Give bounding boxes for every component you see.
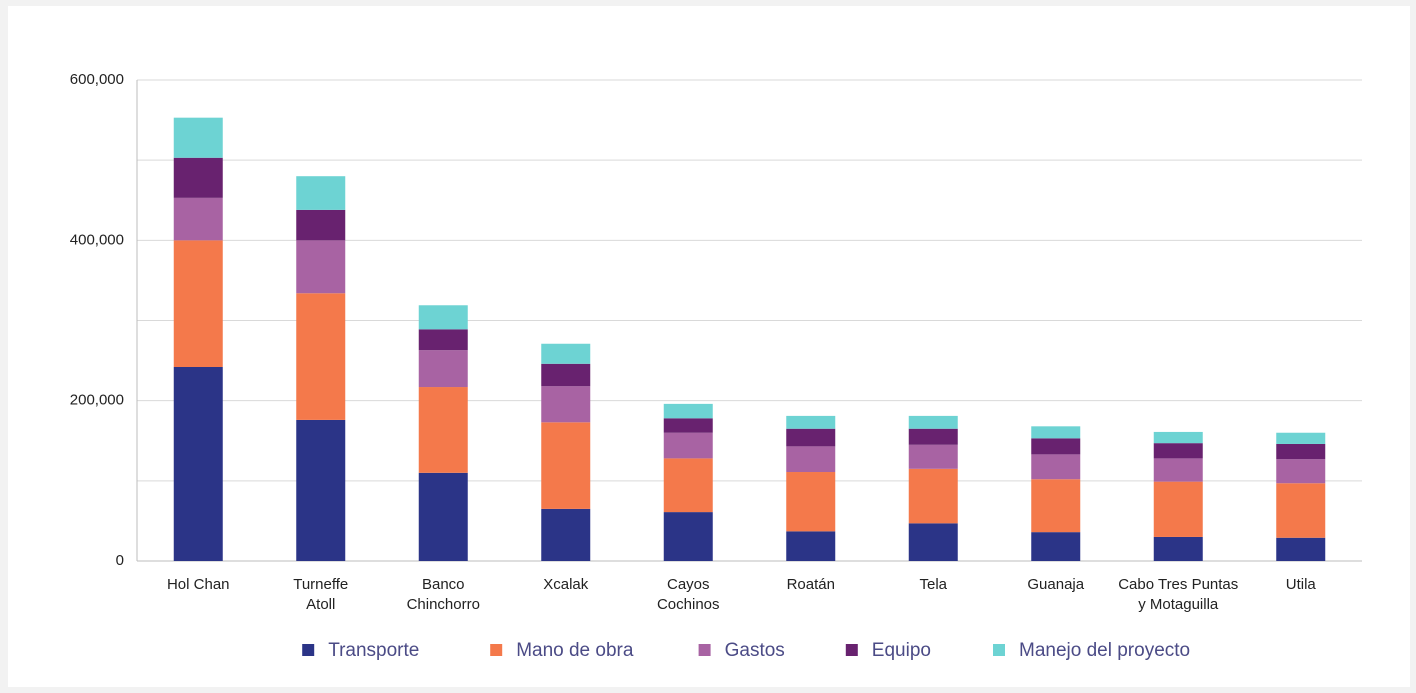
bar-segment [541, 343, 591, 364]
y-tick-label: 400,000 [70, 231, 124, 248]
legend-label: Transporte [328, 640, 419, 661]
bar-segment [1031, 479, 1081, 533]
legend-label: Mano de obra [516, 640, 634, 661]
x-tick-label: Banco Chinchorro [407, 576, 480, 613]
bar-segment [1276, 459, 1326, 484]
bar-segment [173, 157, 223, 198]
x-tick-label: Turneffe Atoll [293, 576, 348, 613]
legend-swatch [302, 644, 315, 656]
bar-segment [786, 428, 836, 447]
bar-segment [908, 468, 958, 524]
bar-segment [173, 240, 223, 367]
x-tick-label: Xcalak [543, 576, 589, 593]
x-tick-label: Tela [919, 576, 947, 593]
bar-segment [908, 428, 958, 445]
bar-segment [663, 418, 713, 433]
bar-segment [663, 403, 713, 419]
bar-segment [541, 363, 591, 387]
legend-swatch [993, 644, 1005, 656]
bar-segment [1153, 458, 1203, 482]
bar-segment [663, 432, 713, 459]
bar-segment [296, 293, 346, 420]
legend-label: Equipo [872, 640, 931, 661]
x-tick-label: Utila [1286, 576, 1317, 593]
bar-segment [1153, 431, 1203, 444]
card [8, 6, 1410, 687]
bar-segment [663, 458, 713, 513]
x-tick-label: Cayos Cochinos [657, 576, 720, 613]
bar-segment [541, 422, 591, 509]
y-tick-label: 600,000 [70, 71, 124, 88]
bar-segment [418, 387, 468, 473]
bar-segment [296, 240, 346, 294]
bar-segment [173, 117, 223, 158]
bar-segment [908, 523, 958, 561]
bar-segment [1276, 483, 1326, 538]
bar-segment [296, 176, 346, 210]
bar-segment [908, 415, 958, 429]
bar-segment [663, 512, 713, 561]
x-tick-label: Guanaja [1027, 576, 1084, 593]
bar-segment [1276, 443, 1326, 460]
bar-segment [1031, 532, 1081, 561]
legend-label: Manejo del proyecto [1019, 640, 1190, 661]
bar-segment [786, 415, 836, 429]
bar-segment [786, 472, 836, 532]
x-tick-label: Cabo Tres Puntas y Motaguilla [1118, 576, 1238, 613]
bar-segment [173, 197, 223, 241]
bar-segment [1031, 454, 1081, 480]
bar-segment [786, 446, 836, 473]
y-tick-label: 200,000 [70, 392, 124, 409]
bar-segment [418, 350, 468, 388]
bar-segment [1031, 426, 1081, 439]
bar-segment [418, 305, 468, 330]
bar-segment [541, 508, 591, 561]
bar-segment [1153, 536, 1203, 561]
legend-swatch [490, 644, 503, 656]
x-tick-label: Hol Chan [167, 576, 230, 593]
bar-segment [418, 472, 468, 561]
legend-swatch [698, 644, 711, 656]
bar-segment [1031, 438, 1081, 455]
bar-segment [296, 419, 346, 561]
y-tick-label: 0 [116, 552, 124, 569]
bar-segment [786, 531, 836, 561]
bar-segment [541, 386, 591, 423]
legend-label: Gastos [725, 640, 785, 661]
legend-swatch [845, 644, 858, 656]
bar-segment [1153, 443, 1203, 459]
bar-segment [418, 329, 468, 351]
bar-segment [173, 366, 223, 561]
bar-segment [296, 209, 346, 241]
bar-segment [1153, 481, 1203, 537]
bar-segment [1276, 537, 1326, 561]
bar-segment [908, 444, 958, 469]
x-tick-label: Roatán [787, 576, 835, 593]
bar-segment [1276, 432, 1326, 444]
